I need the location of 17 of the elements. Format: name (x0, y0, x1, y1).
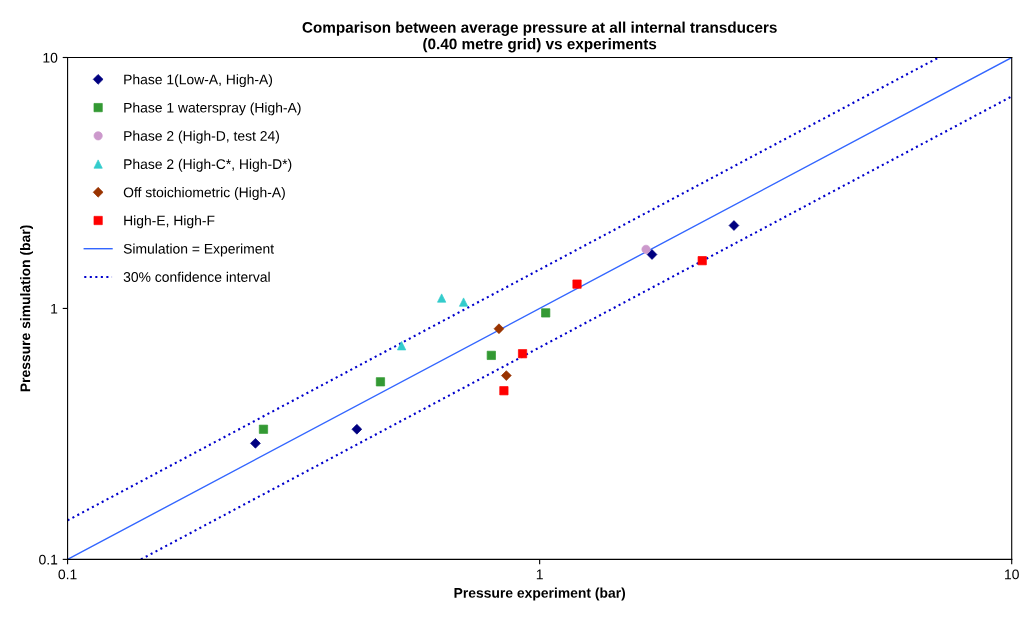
y-axis-title: Pressure simulation (bar) (20, 225, 33, 392)
legend-label: Phase 2 (High-D, test 24) (124, 130, 279, 144)
legend-label: 30% confidence interval (123, 271, 270, 282)
x-tick-label: 1 (536, 569, 543, 580)
x-axis-title: Pressure experiment (bar) (454, 587, 626, 601)
y-tick-label: 1 (51, 303, 58, 314)
x-tick-label: 0.1 (58, 569, 77, 580)
y-tick-label: 10 (43, 52, 58, 63)
legend-label: Off stoichiometric (High-A) (123, 187, 285, 201)
legend-label: High-E, High-F (124, 215, 215, 229)
chart-title: Comparison between average pressure at all internal transducers (0.40 metre grid) vs experiments (302, 21, 777, 53)
legend-label: Phase 1 waterspray (High-A) (124, 102, 301, 116)
legend-label: Phase 1(Low-A, High-A) (124, 74, 273, 88)
legend-label: Phase 2 (High-C*, High-D*) (124, 158, 292, 172)
y-tick-label: 0.1 (39, 554, 58, 565)
legend-label: Simulation = Experiment (123, 243, 274, 257)
x-tick-label: 10 (1005, 569, 1019, 580)
